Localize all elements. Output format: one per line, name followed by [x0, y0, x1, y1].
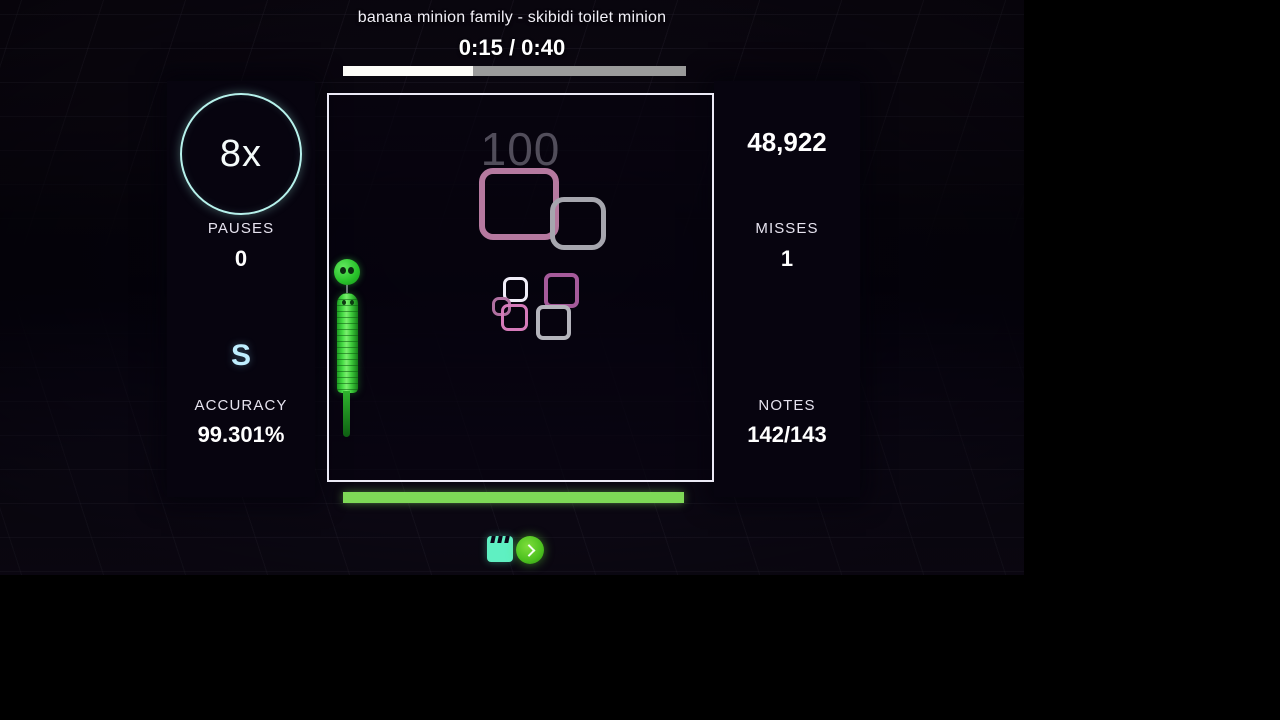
game-viewport: banana minion family - skibidi toilet mi… [0, 0, 1024, 575]
grade-badge: S [230, 339, 251, 372]
worm-eye [340, 267, 346, 274]
note-small-white [503, 277, 528, 302]
worm-tail [343, 391, 350, 437]
clapper-slat [497, 536, 503, 543]
song-progress-fill [343, 66, 474, 76]
song-title: banana minion family - skibidi toilet mi… [357, 9, 667, 26]
pauses-value: 0 [234, 246, 248, 271]
multiplier-value: 8x [219, 132, 263, 175]
multiplier-ring: 8x [180, 93, 302, 215]
note-large-gray [550, 197, 606, 250]
chevron-right-icon [522, 543, 535, 557]
next-button[interactable] [516, 536, 544, 564]
worm-head-icon [334, 259, 360, 285]
notes-label: NOTES [758, 397, 816, 414]
worm-body-eye [350, 300, 354, 305]
time-display: 0:15 / 0:40 [458, 35, 566, 60]
notes-value: 142/143 [747, 422, 827, 447]
combo-counter: 100 [480, 123, 561, 175]
note-med-gray [536, 305, 571, 340]
score-value: 48,922 [747, 127, 827, 157]
left-stats-panel: 8x PAUSES 0 S ACCURACY 99.301% [167, 81, 315, 497]
worm-body-eye [342, 300, 346, 305]
misses-label: MISSES [755, 220, 819, 237]
accuracy-label: ACCURACY [194, 397, 288, 414]
pauses-label: PAUSES [207, 220, 275, 237]
worm-eye [348, 267, 354, 274]
clapperboard-icon[interactable] [487, 536, 513, 562]
note-small-magenta [501, 304, 528, 331]
health-bar [343, 492, 684, 503]
clapper-slat [504, 536, 510, 543]
misses-value: 1 [780, 246, 794, 271]
playfield[interactable]: 100 [327, 93, 714, 482]
note-med-purple [544, 273, 579, 308]
accuracy-value: 99.301% [197, 422, 285, 447]
note-large-pink [479, 168, 559, 240]
song-progress-bar[interactable] [343, 66, 686, 76]
clapper-slat [490, 536, 496, 543]
worm-body [337, 293, 358, 393]
right-stats-panel: 48,922 MISSES 1 NOTES 142/143 [714, 81, 860, 497]
